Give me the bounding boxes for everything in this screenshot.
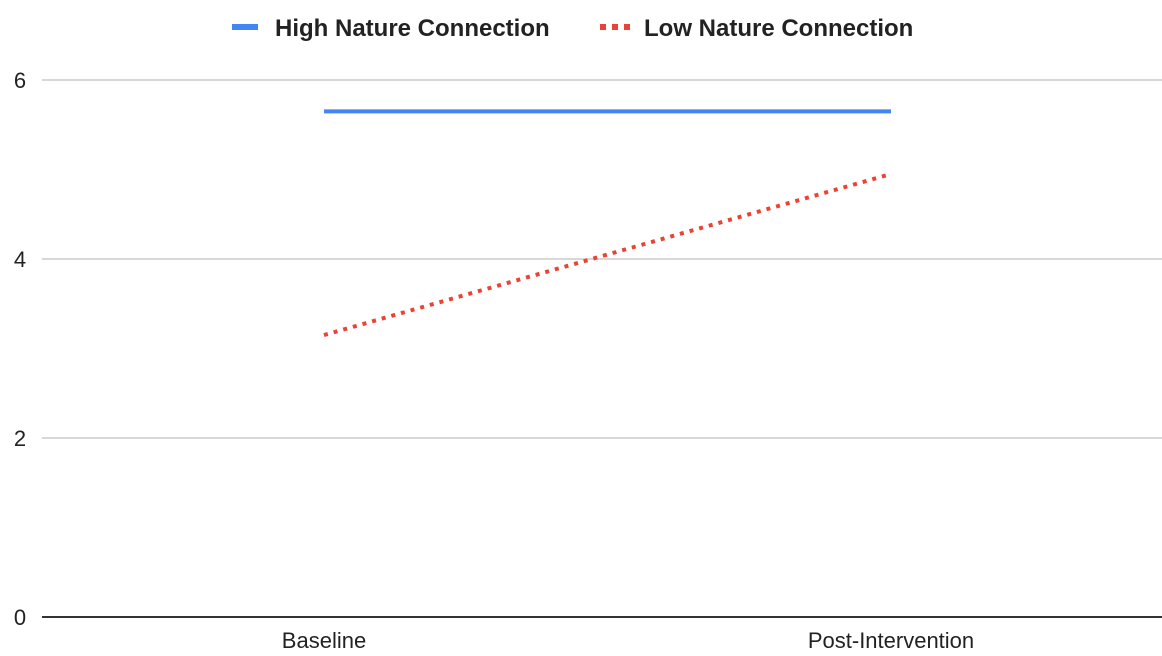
- x-axis-ticks: Baseline Post-Intervention: [282, 628, 974, 653]
- legend-item: Low Nature Connection: [600, 15, 913, 42]
- legend-swatch: [624, 24, 630, 30]
- x-tick-label: Baseline: [282, 628, 366, 651]
- legend-swatch: [600, 24, 606, 30]
- legend-label: Low Nature Connection: [644, 15, 913, 42]
- x-tick-label: Post-Intervention: [808, 628, 974, 651]
- legend-swatch: [612, 24, 618, 30]
- legend-swatch: [232, 24, 258, 30]
- series-lines: [323, 109, 892, 337]
- y-tick-label: 2: [14, 426, 26, 451]
- series-line-low-nature-connection: [323, 172, 892, 337]
- y-tick-label: 6: [14, 68, 26, 93]
- gridlines: [42, 79, 1162, 618]
- y-tick-label: 4: [14, 247, 26, 272]
- y-axis-ticks: 0 2 4 6: [14, 68, 26, 630]
- y-tick-label: 0: [14, 605, 26, 630]
- legend-label: High Nature Connection: [275, 15, 550, 42]
- legend-item: High Nature Connection: [232, 15, 550, 42]
- legend: High Nature Connection Low Nature Connect…: [232, 15, 913, 42]
